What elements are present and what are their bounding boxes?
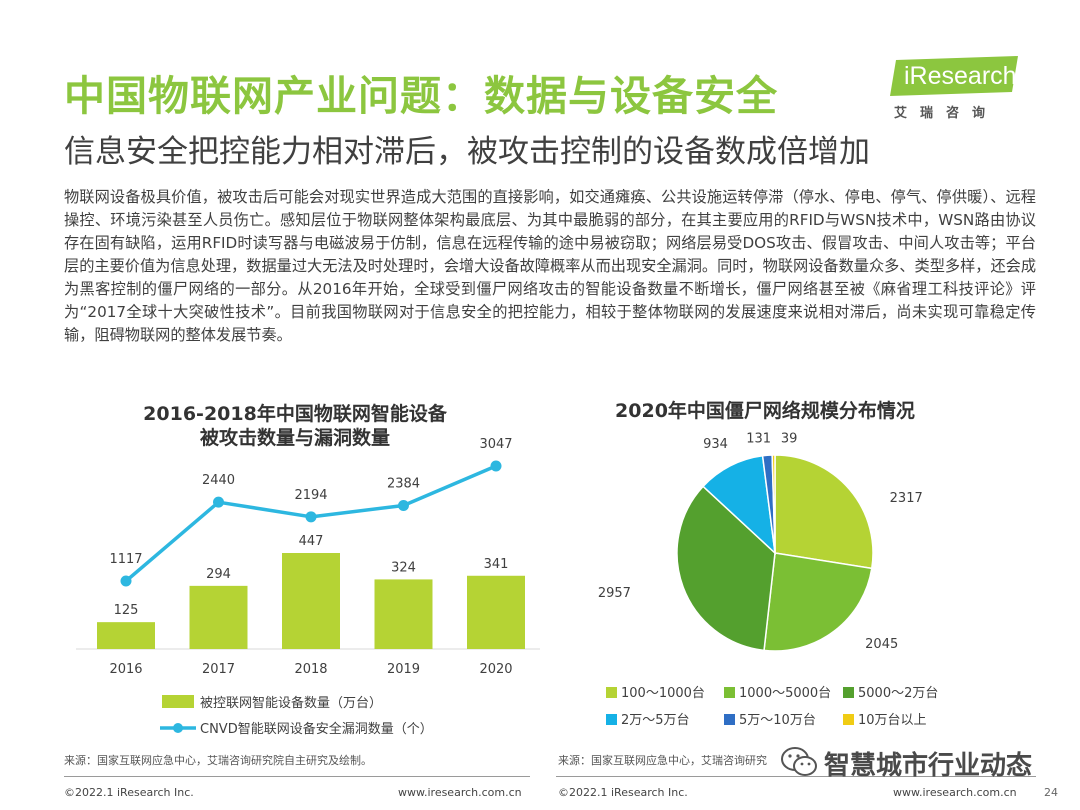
bar-value-label-2020: 341 [484,557,509,572]
footer-divider-left [64,776,530,777]
page-number: 24 [1044,786,1058,799]
bar-value-label-2018: 447 [299,534,324,549]
bar-value-label-2019: 324 [391,560,416,575]
logo-text: iResearch [904,62,1017,90]
line-value-label-2020: 3047 [479,437,512,452]
pie-value-label-2: 2957 [598,586,631,601]
watermark-text: 智慧城市行业动态 [824,751,1033,781]
pie-legend-label-0: 100～1000台 [621,686,705,701]
pie-slice-3 [702,454,777,555]
legend-line-marker [173,723,183,733]
url-right: www.iresearch.com.cn [893,786,1017,799]
copyright-left: ©2022.1 iResearch Inc. [64,786,194,799]
pie-value-label-1: 2045 [865,637,898,652]
pie-value-label-0: 2317 [890,491,923,506]
source-note-left: 来源：国家互联网应急中心，艾瑞咨询研究院自主研究及绘制。 [64,754,372,767]
x-tick-label-2017: 2017 [202,662,235,677]
line-value-label-2017: 2440 [202,473,235,488]
pie-legend-label-4: 5万～10万台 [739,713,816,728]
bar-value-label-2016: 125 [114,603,139,618]
copyright-right: ©2022.1 iResearch Inc. [558,786,688,799]
pie-legend-label-3: 2万～5万台 [621,713,690,728]
pie-slice-5 [771,454,776,554]
x-tick-label-2018: 2018 [294,662,327,677]
pie-legend-swatch-4 [724,714,735,725]
pie-slice-2 [676,485,776,652]
bar-chart-title-line2: 被攻击数量与漏洞数量 [199,427,390,449]
pie-slice-0 [774,454,874,570]
pie-chart: 2317 2045 2957 934 131 39 100～1000台 1000～5000台 5… [598,431,939,728]
line-point-2020 [490,460,502,472]
pie-legend-swatch-3 [606,714,617,725]
line-point-2017 [213,496,224,508]
x-tick-label-2016: 2016 [109,662,142,677]
bar-value-label-2017: 294 [206,567,231,582]
wechat-icon [781,747,817,776]
pie-legend-label-1: 1000～5000台 [739,686,831,701]
line-value-label-2016: 1117 [109,552,142,567]
legend-bar-label: 被控联网智能设备数量（万台） [200,695,382,711]
page-title: 中国物联网产业问题：数据与设备安全 [64,72,778,120]
x-tick-label-2019: 2019 [387,662,420,677]
iresearch-logo: iResearch 艾瑞咨询 [890,56,1030,126]
body-paragraph: 物联网设备极具价值，被攻击后可能会对现实世界造成大范围的直接影响，如交通瘫痪、公… [64,188,1036,344]
bar-chart-title: 2016-2018年中国物联网智能设备 被攻击数量与漏洞数量 [110,402,480,450]
logo-badge-shape [890,56,1018,96]
pie-legend-label-5: 10万台以上 [858,713,927,728]
bar-2020 [467,575,525,649]
legend-line-label: CNVD智能联网设备安全漏洞数量（个） [200,721,433,737]
pie-legend-swatch-2 [843,687,854,698]
url-left: www.iresearch.com.cn [398,786,522,799]
line-value-label-2019: 2384 [387,477,420,492]
footer-divider-right [556,776,1036,777]
logo-cn-text: 艾瑞咨询 [894,106,999,121]
bar-2017 [189,585,248,649]
watermark: 智慧城市行业动态 [780,745,1055,781]
pie-value-label-4: 131 [746,431,771,446]
bar-2018 [282,553,340,649]
line-point-2019 [398,500,409,512]
pie-legend-swatch-0 [606,687,617,698]
pie-legend-label-2: 5000～2万台 [858,686,938,701]
line-value-label-2018: 2194 [294,488,327,503]
pie-value-label-3: 934 [703,437,728,452]
page-subtitle: 信息安全把控能力相对滞后，被攻击控制的设备数成倍增加 [64,134,870,170]
bar-chart-title-line1: 2016-2018年中国物联网智能设备 [143,403,447,425]
x-tick-label-2020: 2020 [479,662,512,677]
bar-2019 [374,579,433,649]
line-point-2016 [120,575,132,587]
pie-legend-swatch-5 [843,714,854,725]
legend-bar-swatch [162,695,194,708]
source-note-right: 来源：国家互联网应急中心，艾瑞咨询研究 [558,754,767,767]
pie-legend-swatch-1 [724,687,735,698]
pie-value-label-5: 39 [781,431,798,446]
bar-chart: 125 2016 294 2017 447 2018 324 2019 341 2020 1117 2… [76,437,540,737]
line-point-2018 [305,511,317,523]
pie-chart-title: 2020年中国僵尸网络规模分布情况 [615,400,915,422]
bar-2016 [97,622,155,649]
pie-slice-1 [763,552,873,652]
